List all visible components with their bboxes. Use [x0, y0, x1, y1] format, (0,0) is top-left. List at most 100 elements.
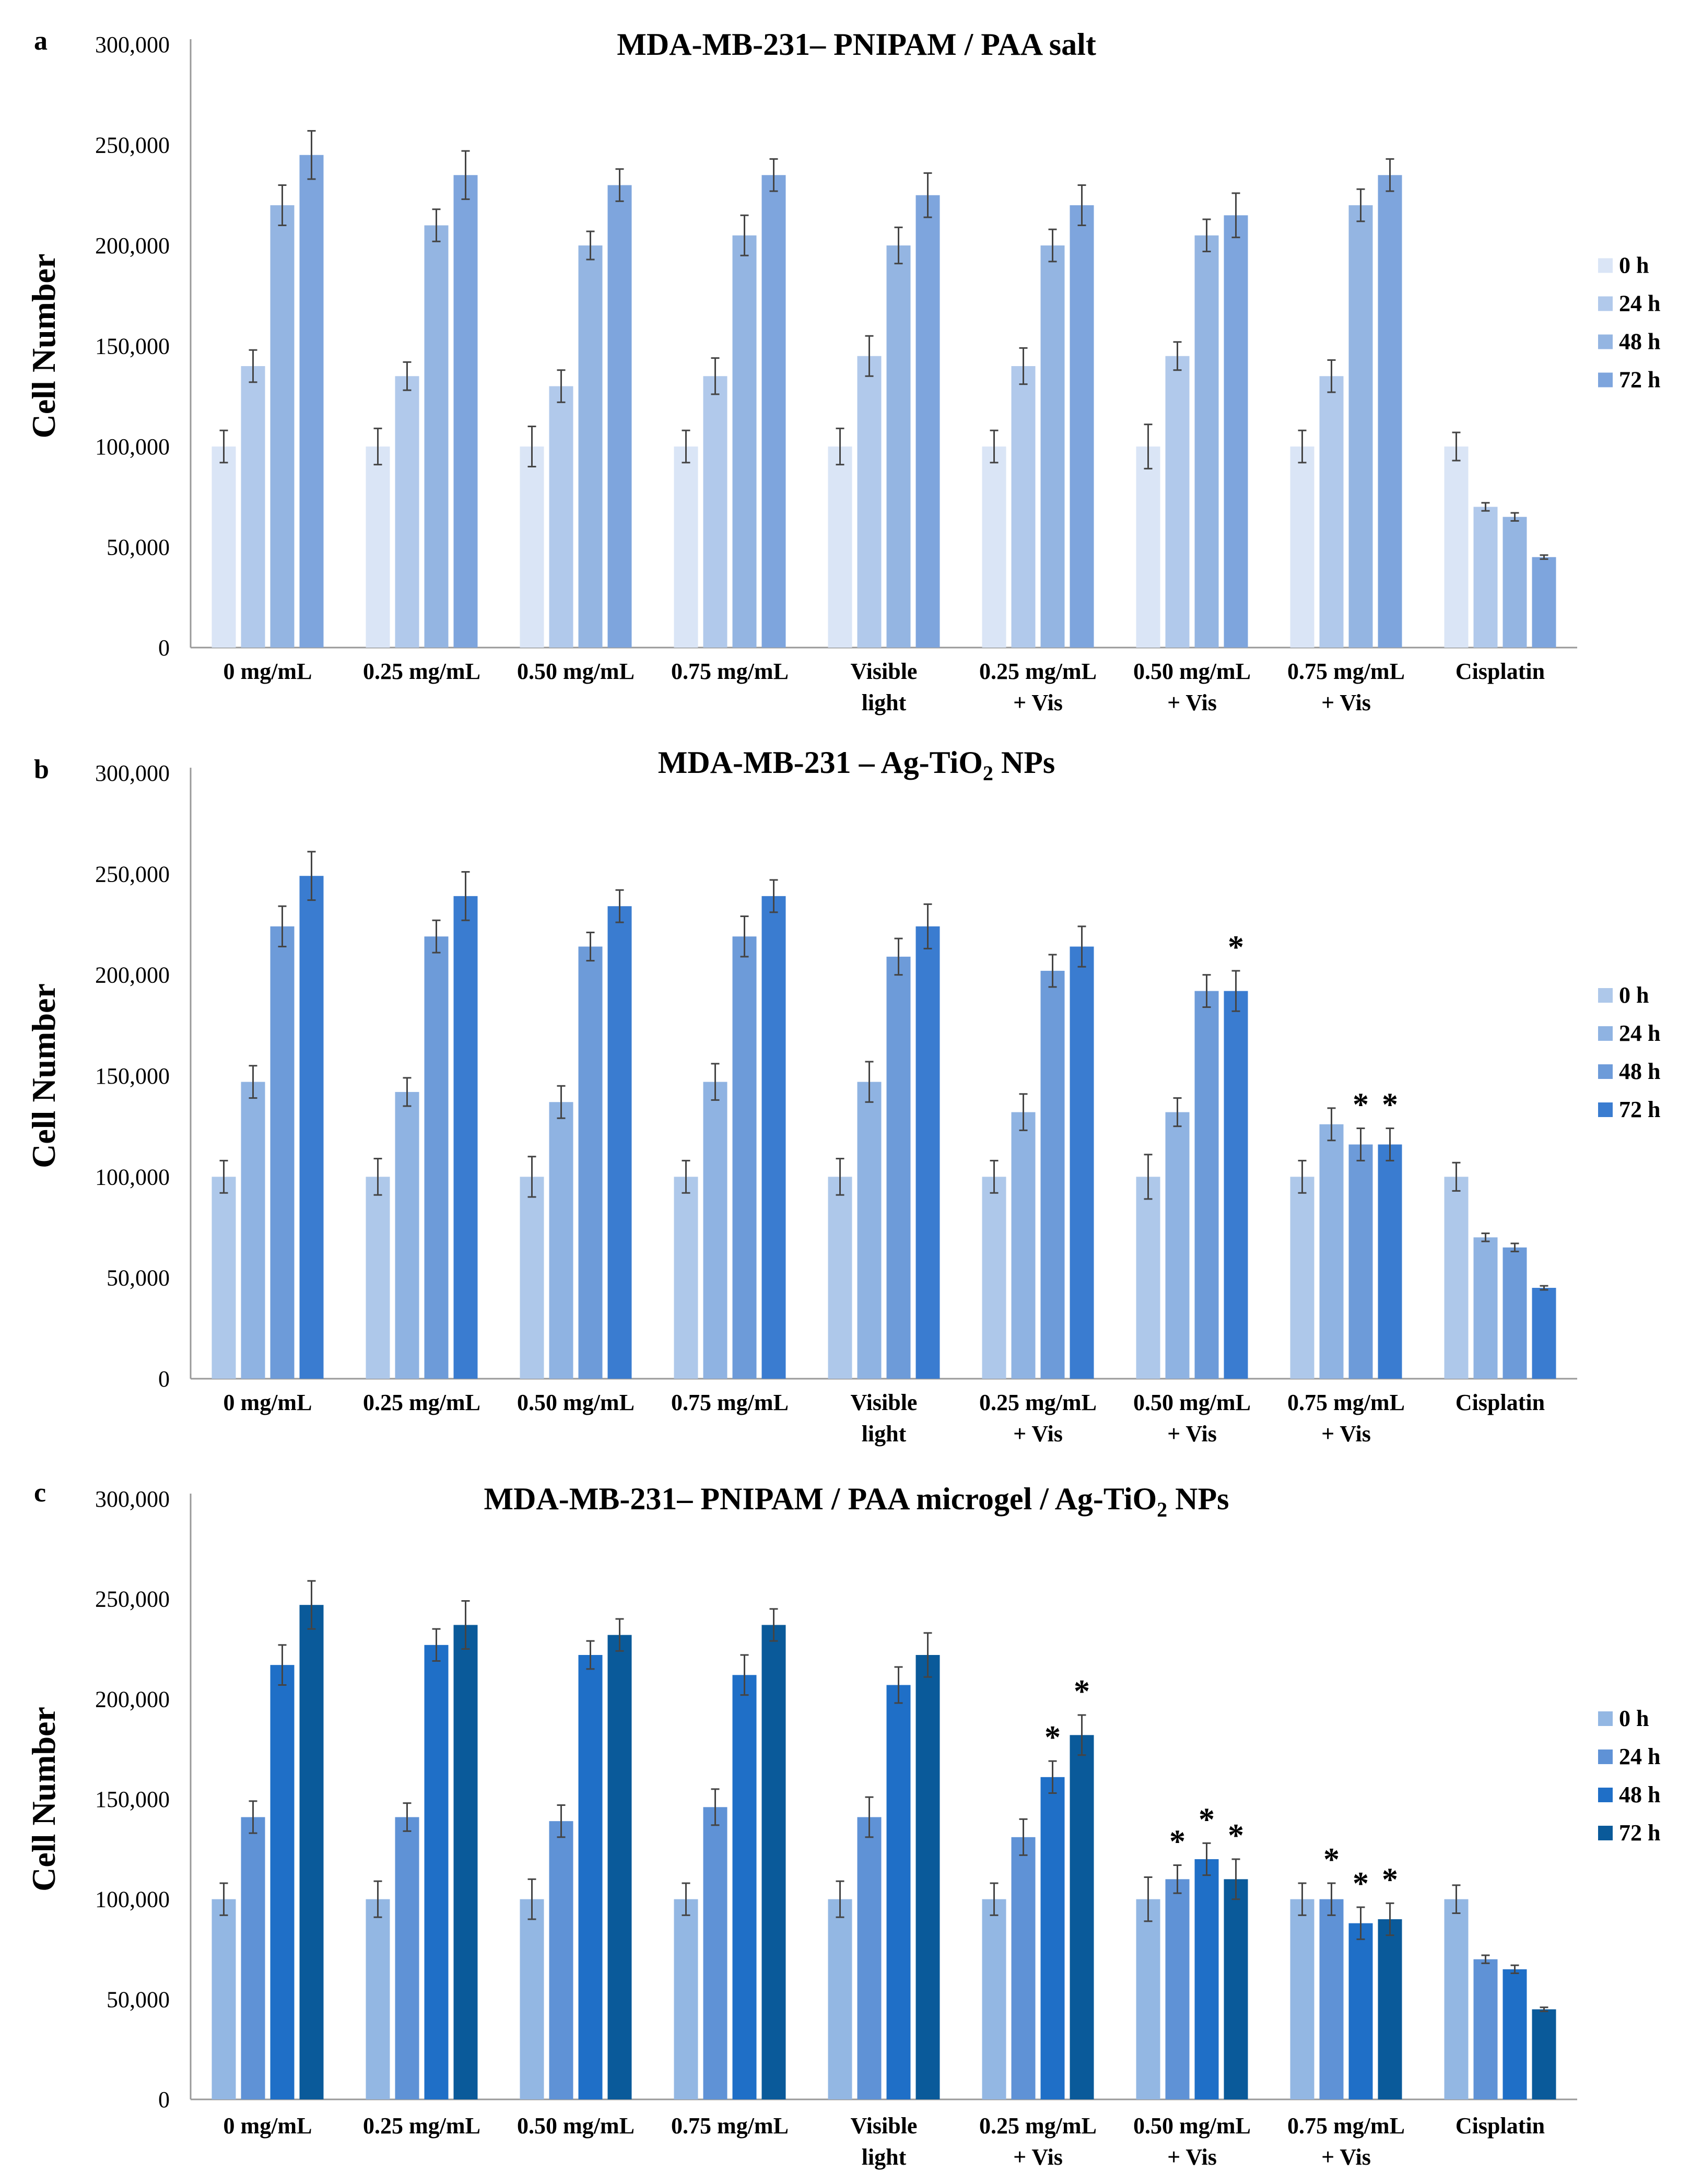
- bar-6-3: [1224, 991, 1248, 1379]
- y-tick-label: 150,000: [95, 334, 170, 359]
- y-tick-label: 0: [158, 1366, 170, 1392]
- bar-4-0: [828, 1899, 852, 2099]
- legend-swatch: [1598, 296, 1613, 311]
- bar-5-1: [1011, 1837, 1036, 2099]
- category-label: + Vis: [1167, 690, 1217, 715]
- y-tick-label: 150,000: [95, 1787, 170, 1812]
- bar-6-2: [1194, 1859, 1219, 2099]
- legend-swatch: [1598, 372, 1613, 388]
- category-label: 0 mg/mL: [224, 659, 312, 684]
- y-tick-label: 50,000: [107, 535, 170, 560]
- legend-label: 48 h: [1619, 1782, 1660, 1807]
- panel-letter: c: [34, 1478, 46, 1508]
- bar-3-1: [703, 1082, 727, 1379]
- bar-4-3: [915, 195, 940, 648]
- bar-0-3: [299, 876, 324, 1379]
- bar-5-1: [1011, 366, 1036, 648]
- y-tick-label: 100,000: [95, 434, 170, 460]
- bar-0-0: [212, 1899, 236, 2099]
- category-label: 0.50 mg/mL: [1133, 1390, 1251, 1415]
- category-label: Cisplatin: [1455, 1390, 1545, 1415]
- bar-0-2: [270, 1665, 295, 2099]
- category-label: + Vis: [1321, 690, 1371, 715]
- category-label: 0.25 mg/mL: [979, 659, 1097, 684]
- legend-label: 72 h: [1619, 367, 1660, 393]
- bar-3-2: [732, 936, 757, 1379]
- bar-2-2: [578, 946, 603, 1379]
- legend-label: 48 h: [1619, 1059, 1660, 1084]
- bar-4-0: [828, 1177, 852, 1379]
- category-label: + Vis: [1013, 690, 1063, 715]
- bar-4-1: [857, 1817, 882, 2099]
- y-tick-label: 300,000: [95, 32, 170, 57]
- category-label: light: [862, 2144, 907, 2170]
- chart-title: MDA-MB-231– PNIPAM / PAA microgel / Ag-T…: [484, 1482, 1229, 1521]
- bar-0-3: [299, 1605, 324, 2099]
- significance-star: *: [1169, 1824, 1185, 1860]
- bar-2-3: [607, 906, 632, 1379]
- legend-label: 0 h: [1619, 253, 1649, 278]
- bar-5-1: [1011, 1112, 1036, 1379]
- bar-4-1: [857, 356, 882, 648]
- bar-8-0: [1444, 1899, 1469, 2099]
- legend-swatch: [1598, 1102, 1613, 1117]
- bar-7-1: [1319, 1899, 1344, 2099]
- bar-6-1: [1165, 356, 1190, 648]
- bar-6-0: [1136, 1899, 1160, 2099]
- chart-panel-b: b MDA-MB-231 – Ag-TiO2 NPs 0 50,000 100,000 1…: [25, 745, 1660, 1447]
- category-label: + Vis: [1167, 2144, 1217, 2170]
- y-tick-label: 100,000: [95, 1887, 170, 1912]
- significance-star: *: [1228, 1818, 1244, 1853]
- category-label: 0.75 mg/mL: [1287, 2113, 1405, 2139]
- bar-3-3: [761, 896, 786, 1379]
- category-label: 0.25 mg/mL: [363, 2113, 480, 2139]
- legend-swatch: [1598, 1788, 1613, 1802]
- bar-0-1: [241, 366, 265, 648]
- category-label: 0.25 mg/mL: [979, 1390, 1097, 1415]
- bar-7-3: [1378, 1144, 1402, 1379]
- bar-1-3: [453, 175, 478, 648]
- bar-1-3: [453, 896, 478, 1379]
- legend-label: 24 h: [1619, 291, 1660, 316]
- bar-6-2: [1194, 235, 1219, 648]
- significance-star: *: [1074, 1674, 1090, 1709]
- bar-4-2: [886, 956, 911, 1379]
- bar-4-0: [828, 447, 852, 648]
- bar-4-1: [857, 1082, 882, 1379]
- bar-7-1: [1319, 1124, 1344, 1379]
- legend-swatch: [1598, 988, 1613, 1003]
- y-tick-label: 50,000: [107, 1265, 170, 1291]
- y-tick-label: 250,000: [95, 861, 170, 887]
- bar-8-2: [1503, 516, 1527, 648]
- chart-title: MDA-MB-231 – Ag-TiO2 NPs: [658, 745, 1055, 785]
- bar-4-2: [886, 1685, 911, 2099]
- bar-2-1: [549, 1102, 573, 1379]
- significance-star: *: [1353, 1087, 1369, 1123]
- significance-star: *: [1382, 1862, 1398, 1897]
- bar-6-3: [1224, 1879, 1248, 2099]
- bar-2-1: [549, 1821, 573, 2099]
- category-label: Cisplatin: [1455, 2113, 1545, 2139]
- y-tick-label: 0: [158, 635, 170, 661]
- bar-1-1: [395, 376, 419, 648]
- bar-1-1: [395, 1091, 419, 1379]
- legend-label: 72 h: [1619, 1820, 1660, 1846]
- bar-2-0: [520, 1899, 544, 2099]
- bar-0-0: [212, 447, 236, 648]
- significance-star: *: [1228, 930, 1244, 965]
- y-tick-label: 150,000: [95, 1063, 170, 1089]
- bar-3-3: [761, 1625, 786, 2099]
- bar-3-1: [703, 376, 727, 648]
- bar-1-1: [395, 1817, 419, 2099]
- bar-2-0: [520, 447, 544, 648]
- category-label: 0 mg/mL: [224, 1390, 312, 1415]
- bar-0-2: [270, 926, 295, 1379]
- bar-8-0: [1444, 1177, 1469, 1379]
- legend-label: 72 h: [1619, 1097, 1660, 1122]
- bar-0-3: [299, 155, 324, 648]
- legend-label: 48 h: [1619, 329, 1660, 355]
- category-label: 0.25 mg/mL: [363, 1390, 480, 1415]
- legend-swatch: [1598, 1711, 1613, 1726]
- bar-5-0: [982, 1177, 1006, 1379]
